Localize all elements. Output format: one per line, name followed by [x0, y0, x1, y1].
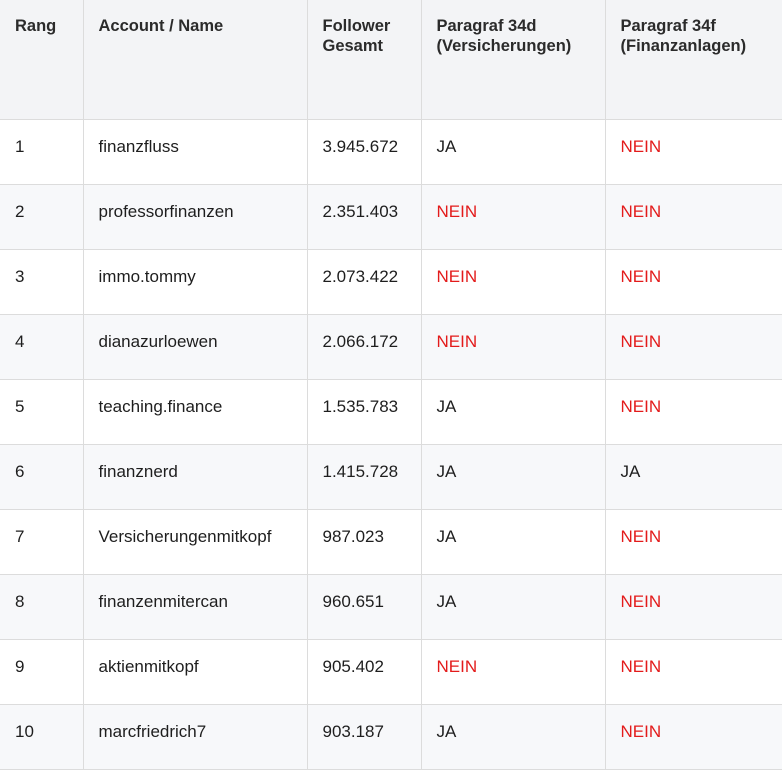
header-rang: Rang	[0, 0, 84, 120]
cell-followers: 2.066.172	[306, 313, 422, 380]
cell-paragraf-34f: NEIN	[604, 573, 782, 640]
cell-paragraf-34f: NEIN	[604, 118, 782, 185]
header-paragraf-34f: Paragraf 34f (Finanzanlagen)	[604, 0, 782, 120]
cell-followers: 1.415.728	[306, 443, 422, 510]
table-header: Rang Account / Name Follower Gesamt Para…	[0, 0, 782, 120]
header-follower-gesamt: Follower Gesamt	[306, 0, 422, 120]
cell-account-name: teaching.finance	[82, 378, 308, 445]
cell-rang: 10	[0, 703, 84, 770]
cell-rang: 1	[0, 118, 84, 185]
cell-paragraf-34d: NEIN	[420, 313, 606, 380]
cell-account-name: Versicherungenmitkopf	[82, 508, 308, 575]
cell-account-name: finanznerd	[82, 443, 308, 510]
cell-followers: 3.945.672	[306, 118, 422, 185]
cell-paragraf-34d: JA	[420, 703, 606, 770]
cell-rang: 6	[0, 443, 84, 510]
cell-followers: 1.535.783	[306, 378, 422, 445]
table-row: 1 finanzfluss 3.945.672 JA NEIN	[0, 118, 782, 185]
table-row: 5 teaching.finance 1.535.783 JA NEIN	[0, 378, 782, 445]
cell-followers: 905.402	[306, 638, 422, 705]
cell-followers: 2.351.403	[306, 183, 422, 250]
table-row: 10 marcfriedrich7 903.187 JA NEIN	[0, 703, 782, 770]
header-paragraf-34d: Paragraf 34d (Versicherungen)	[420, 0, 606, 120]
cell-paragraf-34d: NEIN	[420, 183, 606, 250]
table-row: 4 dianazurloewen 2.066.172 NEIN NEIN	[0, 313, 782, 380]
cell-paragraf-34f: NEIN	[604, 248, 782, 315]
cell-rang: 4	[0, 313, 84, 380]
table-row: 3 immo.tommy 2.073.422 NEIN NEIN	[0, 248, 782, 315]
cell-paragraf-34d: JA	[420, 443, 606, 510]
cell-account-name: aktienmitkopf	[82, 638, 308, 705]
table-row: 6 finanznerd 1.415.728 JA JA	[0, 443, 782, 510]
cell-paragraf-34d: NEIN	[420, 638, 606, 705]
cell-paragraf-34f: NEIN	[604, 378, 782, 445]
cell-account-name: professorfinanzen	[82, 183, 308, 250]
table-body: 1 finanzfluss 3.945.672 JA NEIN 2 profes…	[0, 118, 782, 770]
cell-paragraf-34f: NEIN	[604, 638, 782, 705]
cell-followers: 960.651	[306, 573, 422, 640]
cell-rang: 2	[0, 183, 84, 250]
table-row: 7 Versicherungenmitkopf 987.023 JA NEIN	[0, 508, 782, 575]
cell-paragraf-34f: JA	[604, 443, 782, 510]
cell-paragraf-34f: NEIN	[604, 313, 782, 380]
cell-followers: 903.187	[306, 703, 422, 770]
header-row: Rang Account / Name Follower Gesamt Para…	[0, 0, 782, 120]
cell-paragraf-34d: JA	[420, 118, 606, 185]
table-row: 8 finanzenmitercan 960.651 JA NEIN	[0, 573, 782, 640]
cell-account-name: dianazurloewen	[82, 313, 308, 380]
cell-paragraf-34f: NEIN	[604, 703, 782, 770]
cell-paragraf-34d: NEIN	[420, 248, 606, 315]
cell-account-name: marcfriedrich7	[82, 703, 308, 770]
cell-rang: 3	[0, 248, 84, 315]
cell-paragraf-34d: JA	[420, 378, 606, 445]
cell-followers: 987.023	[306, 508, 422, 575]
cell-account-name: finanzfluss	[82, 118, 308, 185]
header-account-name: Account / Name	[82, 0, 308, 120]
cell-rang: 7	[0, 508, 84, 575]
cell-rang: 5	[0, 378, 84, 445]
cell-paragraf-34f: NEIN	[604, 508, 782, 575]
cell-paragraf-34f: NEIN	[604, 183, 782, 250]
cell-account-name: immo.tommy	[82, 248, 308, 315]
cell-rang: 9	[0, 638, 84, 705]
table-row: 9 aktienmitkopf 905.402 NEIN NEIN	[0, 638, 782, 705]
cell-rang: 8	[0, 573, 84, 640]
table-row: 2 professorfinanzen 2.351.403 NEIN NEIN	[0, 183, 782, 250]
cell-account-name: finanzenmitercan	[82, 573, 308, 640]
cell-paragraf-34d: JA	[420, 573, 606, 640]
cell-paragraf-34d: JA	[420, 508, 606, 575]
cell-followers: 2.073.422	[306, 248, 422, 315]
